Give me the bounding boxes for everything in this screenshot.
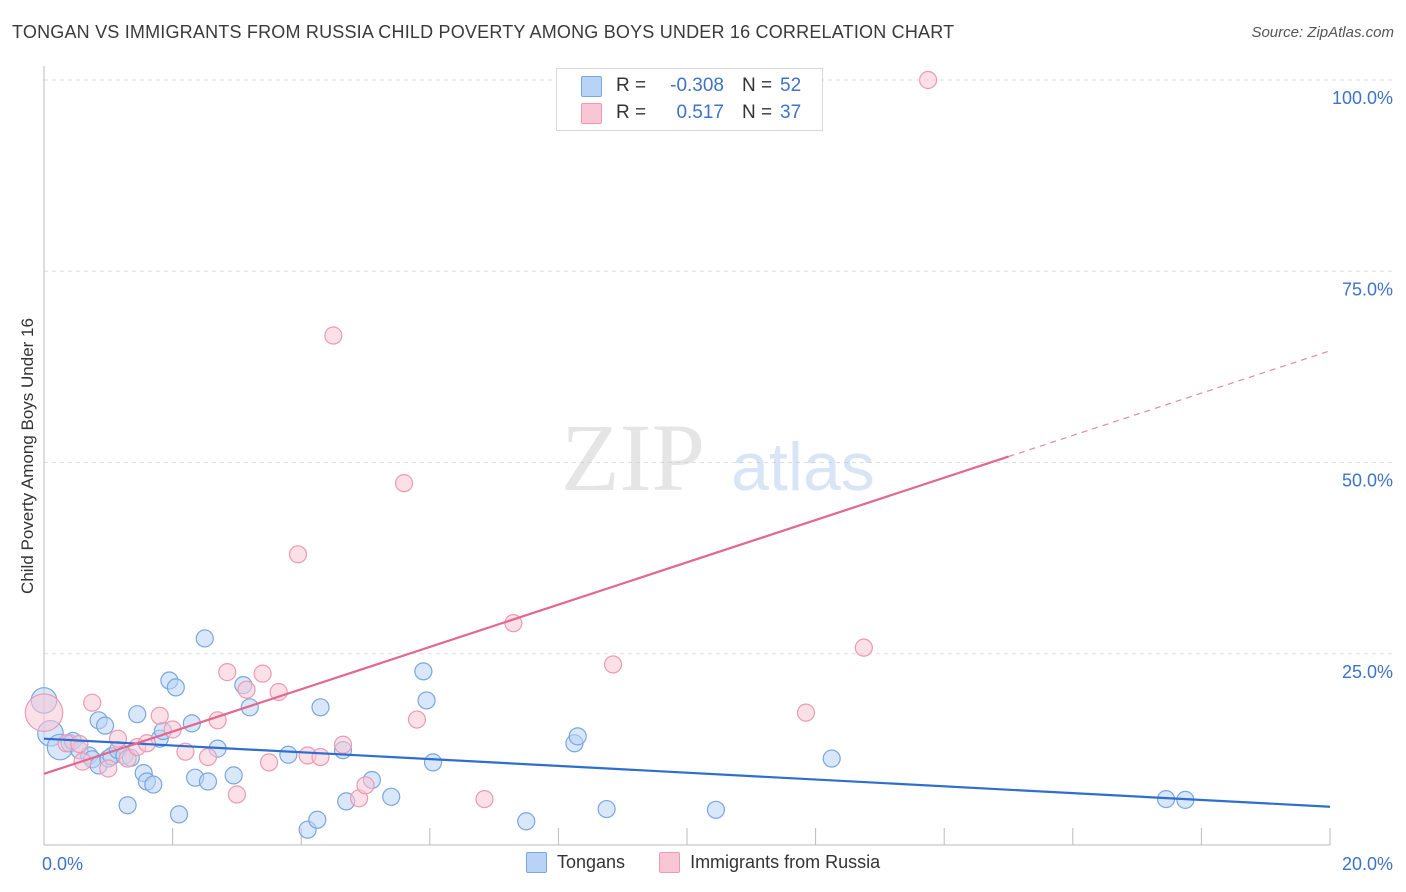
tongans-trend-line [43, 737, 1331, 808]
watermark-zip: ZIP [561, 404, 705, 511]
y-tick-label-25: 25.0% [1342, 662, 1393, 682]
russia-point-29 [407, 710, 427, 729]
tongans-point-17 [128, 705, 147, 724]
russia-point-2 [70, 734, 89, 754]
russia-legend-swatch [659, 852, 681, 873]
series-legend: Tongans Immigrants from Russia [526, 852, 914, 873]
r-label: R = [616, 75, 647, 96]
watermark-atlas: atlas [731, 429, 875, 505]
russia-point-17 [237, 680, 256, 699]
russia-point-24 [324, 326, 343, 345]
tongans-point-28 [195, 629, 214, 648]
x-tick-label-20: 20.0% [1342, 854, 1393, 874]
russia-swatch [581, 102, 602, 124]
tongans-legend-swatch [526, 852, 547, 873]
n-label: N = [742, 75, 773, 96]
trend-layer [43, 350, 1331, 808]
tongans-point-49 [706, 800, 726, 819]
tongans-point-37 [311, 698, 330, 717]
tongans-point-50 [822, 749, 841, 768]
tongans-point-31 [224, 766, 243, 785]
russia-point-21 [288, 545, 308, 564]
legend-item-russia: Immigrants from Russia [659, 852, 880, 873]
tongans-point-45 [517, 812, 536, 831]
y-tick-label-50: 50.0% [1342, 471, 1393, 491]
tongans-swatch [581, 75, 602, 97]
tongans-point-24 [166, 678, 185, 697]
legend-row-tongans: R = -0.308 N = 52 [581, 74, 801, 98]
x-tick-label-0: 0.0% [42, 854, 83, 874]
russia-point-23 [311, 747, 330, 767]
tongans-point-10 [95, 716, 115, 735]
tongans-point-29 [198, 772, 218, 791]
legend-row-russia: R = 0.517 N = 37 [581, 101, 801, 125]
tongans-point-15 [118, 796, 137, 815]
tongans-n-value: 52 [780, 75, 802, 96]
russia-point-13 [198, 747, 218, 767]
tongans-point-44 [423, 753, 443, 772]
n-label: N = [742, 102, 773, 123]
russia-point-5 [99, 759, 118, 778]
russia-trend-line-dashed [1008, 350, 1331, 458]
source-label: Source: ZipAtlas.com [1251, 24, 1394, 41]
tongans-point-48 [597, 799, 616, 819]
russia-point-28 [394, 474, 414, 493]
russia-n-value: 37 [780, 102, 802, 123]
tongans-legend-label: Tongans [557, 852, 626, 872]
grid-layer [44, 79, 1392, 655]
chart-title: TONGAN VS IMMIGRANTS FROM RUSSIA CHILD P… [12, 22, 955, 42]
russia-point-15 [218, 663, 237, 682]
r-label: R = [616, 102, 647, 123]
russia-trend-line [43, 455, 1009, 775]
russia-point-16 [227, 785, 246, 804]
russia-point-4 [83, 693, 102, 712]
axis-layer: 25.0% 50.0% 75.0% 100.0% 0.0% 20.0% [42, 66, 1393, 874]
russia-point-32 [603, 655, 623, 674]
russia-point-10 [150, 706, 169, 725]
russia-point-0 [24, 693, 64, 732]
tongans-point-43 [417, 691, 436, 710]
russia-point-6 [108, 729, 128, 748]
tongans-point-41 [382, 787, 401, 806]
russia-r-value: 0.517 [676, 102, 724, 123]
tongans-point-34 [279, 745, 298, 764]
y-tick-label-75: 75.0% [1342, 279, 1393, 299]
tongans-r-value: -0.308 [670, 75, 724, 96]
russia-point-30 [475, 789, 494, 809]
y-tick-label-100: 100.0% [1332, 88, 1393, 108]
tongans-point-42 [414, 662, 433, 681]
tongans-point-47 [568, 727, 587, 746]
tongans-point-25 [169, 805, 189, 824]
russia-legend-label: Immigrants from Russia [690, 852, 881, 872]
russia-point-35 [919, 70, 938, 90]
tongans-point-20 [144, 775, 163, 794]
russia-point-33 [796, 703, 816, 722]
russia-point-18 [253, 664, 272, 683]
tongans-point-36 [308, 810, 327, 829]
russia-point-19 [259, 753, 279, 772]
legend-item-tongans: Tongans [526, 852, 625, 873]
russia-point-27 [356, 776, 375, 795]
russia-point-25 [333, 735, 353, 754]
correlation-legend: R = -0.308 N = 52 R = 0.517 N = 37 [556, 68, 823, 131]
russia-point-34 [854, 638, 873, 657]
